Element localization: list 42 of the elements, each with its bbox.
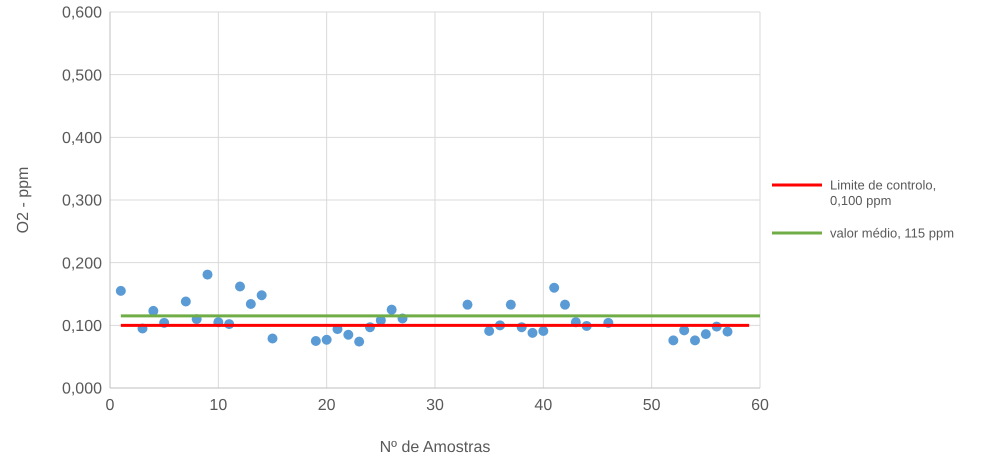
x-tick-label: 0 <box>106 397 115 414</box>
y-tick-label: 0,200 <box>62 255 102 272</box>
point <box>506 300 516 310</box>
point <box>343 330 354 340</box>
y-tick-label: 0,500 <box>62 67 102 84</box>
point <box>538 326 548 336</box>
legend-label: Limite de controlo, 0,100 ppm <box>830 178 936 208</box>
point <box>202 270 212 280</box>
point <box>560 300 570 310</box>
point <box>354 336 364 347</box>
y-tick-label: 0,600 <box>62 4 102 22</box>
point <box>256 290 267 300</box>
point <box>549 282 560 293</box>
point <box>386 304 397 315</box>
point <box>484 326 494 336</box>
y-axis-title: O2 - ppm <box>15 166 32 234</box>
point <box>268 333 278 344</box>
y-tick-label: 0,000 <box>62 380 102 398</box>
x-tick-label: 30 <box>426 397 444 414</box>
y-tick-label: 0,400 <box>62 130 102 147</box>
point <box>246 299 256 310</box>
x-tick-label: 40 <box>534 397 552 414</box>
x-tick-label: 10 <box>209 397 228 414</box>
point <box>690 335 700 346</box>
point <box>148 306 158 316</box>
x-tick-label: 60 <box>751 397 769 414</box>
point <box>528 328 538 338</box>
point <box>180 296 191 307</box>
point <box>235 281 245 292</box>
point <box>322 334 332 345</box>
point <box>722 326 732 337</box>
point <box>700 329 711 340</box>
legend-label: valor médio, 115 ppm <box>830 226 954 241</box>
point <box>310 336 321 346</box>
point <box>462 300 472 310</box>
x-axis-title: Nº de Amostras <box>380 439 490 456</box>
y-tick-label: 0,300 <box>62 192 102 210</box>
x-tick-label: 20 <box>318 397 336 414</box>
point <box>668 335 678 346</box>
x-tick-label: 50 <box>642 397 661 414</box>
y-tick-label: 0,100 <box>62 318 102 335</box>
point <box>116 286 126 296</box>
